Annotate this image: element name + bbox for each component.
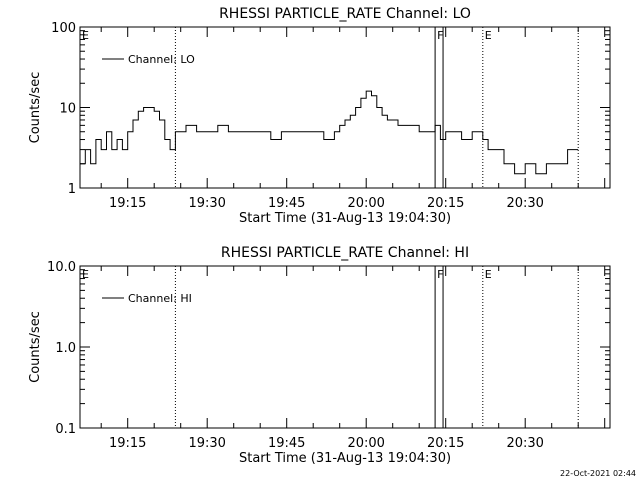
x-tick-label: 19:30 [188, 196, 225, 211]
chart-title: RHESSI PARTICLE_RATE Channel: LO [219, 6, 471, 22]
y-axis-label: Counts/sec [28, 72, 43, 144]
x-tick-label: 19:15 [109, 436, 146, 451]
x-tick-label: 20:00 [347, 196, 384, 211]
y-tick-label: 10.0 [47, 260, 76, 275]
y-tick-label: 100 [51, 21, 76, 36]
x-tick-label: 19:45 [268, 436, 305, 451]
event-marker-label: E [485, 268, 492, 281]
y-tick-label: 1.0 [55, 341, 76, 356]
timestamp-stamp: 22-Oct-2021 02:44 [560, 469, 636, 478]
x-tick-label: 20:15 [427, 436, 464, 451]
event-marker-label: E [82, 268, 89, 281]
series-line-channel-lo [80, 90, 579, 175]
legend-label: Channel: HI [128, 292, 192, 305]
x-tick-label: 19:45 [268, 196, 305, 211]
event-marker-label: F [437, 29, 443, 42]
x-tick-label: 20:30 [506, 196, 543, 211]
x-axis-label: Start Time (31-Aug-13 19:04:30) [239, 211, 451, 226]
event-marker-label: E [485, 29, 492, 42]
event-marker-label: E [82, 29, 89, 42]
x-tick-label: 19:30 [188, 436, 225, 451]
y-tick-label: 0.1 [55, 422, 76, 437]
x-tick-label: 19:15 [109, 196, 146, 211]
panel-lo: RHESSI PARTICLE_RATE Channel: LO 1 10 100 19… [28, 6, 611, 226]
x-tick-label: 20:00 [347, 436, 384, 451]
y-tick-label: 1 [68, 182, 76, 197]
legend-label: Channel: LO [128, 53, 195, 66]
x-tick-label: 20:15 [427, 196, 464, 211]
x-axis-label: Start Time (31-Aug-13 19:04:30) [239, 451, 451, 466]
event-marker-label: F [437, 268, 443, 281]
panel-hi: RHESSI PARTICLE_RATE Channel: HI 0.1 1.0 10… [28, 245, 611, 466]
y-tick-label: 10 [59, 102, 76, 117]
y-axis-label: Counts/sec [28, 311, 43, 383]
chart-title: RHESSI PARTICLE_RATE Channel: HI [221, 245, 469, 261]
x-tick-label: 20:30 [506, 436, 543, 451]
plot-frame [79, 265, 611, 429]
